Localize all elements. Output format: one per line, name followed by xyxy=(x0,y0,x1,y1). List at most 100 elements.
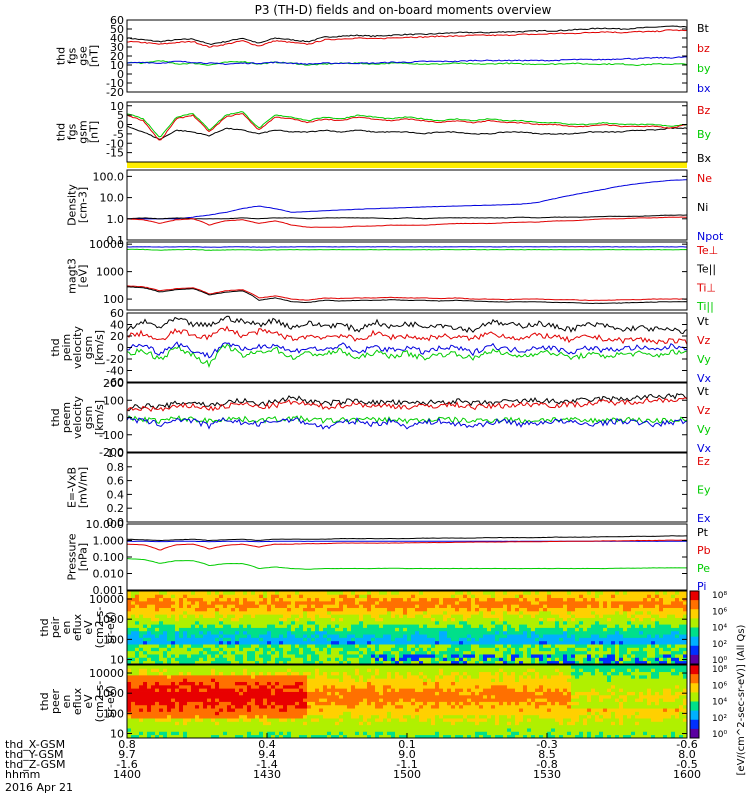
spectrogram-cell xyxy=(615,634,620,638)
spectrogram-cell xyxy=(323,657,328,662)
spectrogram-cell xyxy=(319,634,324,638)
spectrogram-cell xyxy=(599,650,604,655)
y-label-line: sr-eV) xyxy=(104,611,117,643)
spectrogram-cell xyxy=(463,647,468,652)
spectrogram-cell xyxy=(379,620,384,625)
spectrogram-cell xyxy=(179,721,184,726)
spectrogram-cell xyxy=(355,610,360,615)
spectrogram-cell xyxy=(155,617,160,622)
spectrogram-cell xyxy=(383,714,388,719)
spectrogram-cell xyxy=(271,654,276,658)
spectrogram-cell xyxy=(363,654,368,658)
spectrogram-cell xyxy=(355,731,360,736)
spectrogram-cell xyxy=(175,614,180,618)
spectrogram-cell xyxy=(227,698,232,702)
spectrogram-cell xyxy=(275,681,280,686)
spectrogram-cell xyxy=(347,610,352,615)
spectrogram-cell xyxy=(131,597,136,602)
spectrogram-cell xyxy=(623,624,628,628)
spectrogram-cell xyxy=(683,650,688,655)
spectrogram-cell xyxy=(655,640,660,645)
spectrogram-cell xyxy=(279,665,284,669)
spectrogram-cell xyxy=(615,610,620,615)
spectrogram-cell xyxy=(311,627,316,632)
spectrogram-cell xyxy=(587,591,592,595)
spectrogram-cell xyxy=(175,704,180,709)
spectrogram-cell xyxy=(479,614,484,618)
spectrogram-cell xyxy=(599,600,604,605)
spectrogram-cell xyxy=(543,647,548,652)
spectrogram-cell xyxy=(203,704,208,709)
spectrogram-cell xyxy=(583,614,588,618)
spectrogram-cell xyxy=(175,721,180,726)
spectrogram-cell xyxy=(455,597,460,602)
spectrogram-cell xyxy=(563,634,568,638)
spectrogram-cell xyxy=(147,701,152,706)
spectrogram-cell xyxy=(247,698,252,702)
spectrogram-cell xyxy=(303,647,308,652)
spectrogram-cell xyxy=(223,654,228,658)
spectrogram-cell xyxy=(631,620,636,625)
spectrogram-cell xyxy=(299,684,304,689)
spectrogram-cell xyxy=(643,604,648,608)
spectrogram-cell xyxy=(459,591,464,595)
spectrogram-cell xyxy=(383,637,388,642)
spectrogram-cell xyxy=(127,644,132,648)
spectrogram-cell xyxy=(535,607,540,612)
spectrogram-cell xyxy=(151,614,156,618)
spectrogram-cell xyxy=(491,597,496,602)
spectrogram-cell xyxy=(451,654,456,658)
spectrogram-cell xyxy=(427,650,432,655)
spectrogram-cell xyxy=(267,678,272,682)
spectrogram-cell xyxy=(419,644,424,648)
spectrogram-cell xyxy=(323,708,328,712)
spectrogram-cell xyxy=(439,600,444,605)
spectrogram-cell xyxy=(323,640,328,645)
spectrogram-cell xyxy=(223,691,228,696)
spectrogram-cell xyxy=(511,650,516,655)
spectrogram-cell xyxy=(391,678,396,682)
spectrogram-cell xyxy=(551,624,556,628)
spectrogram-cell xyxy=(303,668,308,673)
spectrogram-cell xyxy=(299,734,304,739)
spectrogram-cell xyxy=(171,674,176,679)
spectrogram-cell xyxy=(647,634,652,638)
spectrogram-cell xyxy=(267,591,272,595)
spectrogram-cell xyxy=(343,668,348,673)
spectrogram-cell xyxy=(399,731,404,736)
spectrogram-cell xyxy=(255,734,260,739)
spectrogram-cell xyxy=(371,734,376,739)
spectrogram-cell xyxy=(383,594,388,599)
spectrogram-cell xyxy=(327,668,332,673)
spectrogram-cell xyxy=(379,678,384,682)
spectrogram-cell xyxy=(427,634,432,638)
spectrogram-cell xyxy=(367,731,372,736)
spectrogram-cell xyxy=(547,650,552,655)
spectrogram-cell xyxy=(207,610,212,615)
spectrogram-cell xyxy=(667,624,672,628)
spectrogram-cell xyxy=(375,650,380,655)
spectrogram-cell xyxy=(415,681,420,686)
spectrogram-cell xyxy=(415,684,420,689)
spectrogram-cell xyxy=(487,610,492,615)
spectrogram-cell xyxy=(559,627,564,632)
spectrogram-cell xyxy=(339,637,344,642)
spectrogram-cell xyxy=(623,597,628,602)
spectrogram-cell xyxy=(223,668,228,673)
spectrogram-cell xyxy=(487,657,492,662)
spectrogram-cell xyxy=(679,657,684,662)
spectrogram-cell xyxy=(191,607,196,612)
spectrogram-cell xyxy=(267,660,272,665)
spectrogram-cell xyxy=(467,644,472,648)
spectrogram-cell xyxy=(331,718,336,722)
spectrogram-cell xyxy=(191,704,196,709)
spectrogram-cell xyxy=(455,607,460,612)
spectrogram-cell xyxy=(171,728,176,732)
spectrogram-cell xyxy=(399,684,404,689)
spectrogram-cell xyxy=(511,627,516,632)
spectrogram-cell xyxy=(387,597,392,602)
spectrogram-cell xyxy=(339,674,344,679)
spectrogram-cell xyxy=(195,647,200,652)
spectrogram-cell xyxy=(199,691,204,696)
spectrogram-cell xyxy=(187,671,192,676)
